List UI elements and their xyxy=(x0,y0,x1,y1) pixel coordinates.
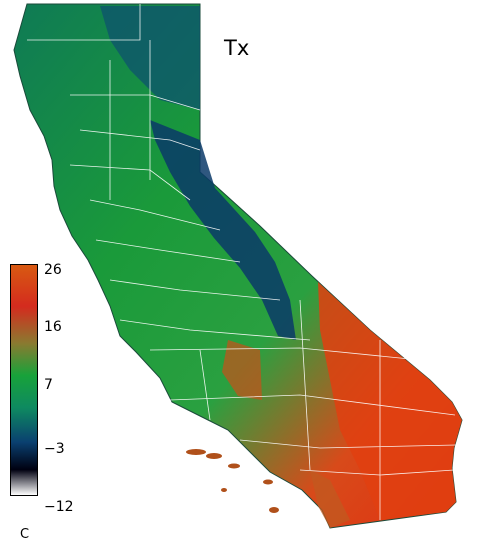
legend-tick-16: 16 xyxy=(44,319,62,335)
coast-warm-zone xyxy=(310,470,350,528)
color-scale-bar xyxy=(10,264,38,496)
map-title: Tx xyxy=(224,36,250,60)
desert-hot-zone xyxy=(318,282,462,520)
legend-tick-minus-12: −12 xyxy=(44,499,74,515)
channel-islands xyxy=(186,449,279,513)
legend-tick-26: 26 xyxy=(44,262,62,278)
southern-warm-zone xyxy=(222,340,262,400)
county-boundaries xyxy=(27,4,457,520)
legend-tick-minus-3: −3 xyxy=(44,441,65,457)
sierra-nevada-cold-zone xyxy=(150,120,296,340)
legend-tick-7: 7 xyxy=(44,377,53,393)
legend-unit-label: C xyxy=(20,527,30,542)
